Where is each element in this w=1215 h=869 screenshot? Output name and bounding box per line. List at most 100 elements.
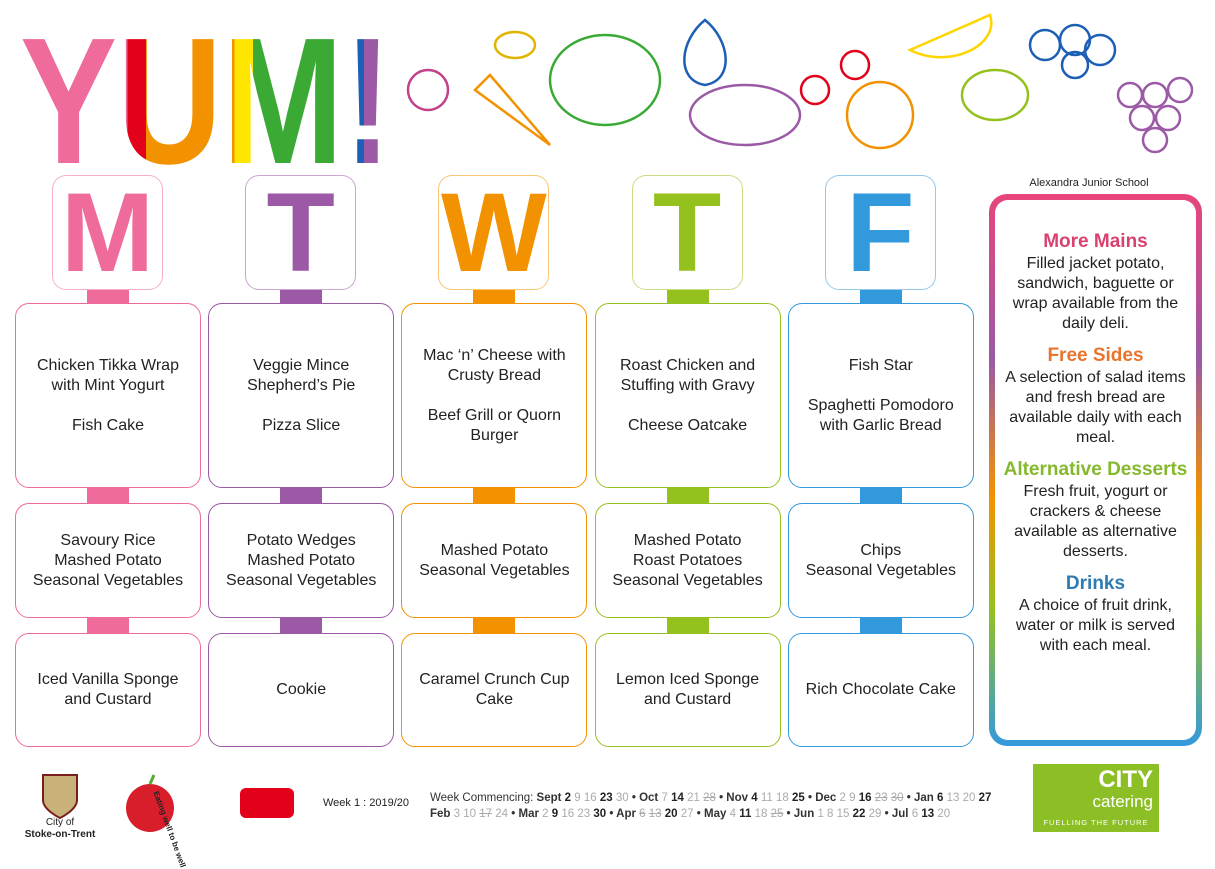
dish: Caramel Crunch Cup Cake <box>419 671 570 708</box>
commencing-label: Week Commencing: <box>430 792 534 804</box>
dish: Beef Grill or Quorn Burger <box>427 406 562 444</box>
month: Jan 6 13 20 27 <box>904 792 992 804</box>
date: 8 <box>827 808 834 820</box>
main-box: Mac ‘n’ Cheese with Crusty Bread Beef Gri… <box>401 303 588 488</box>
date: 6 <box>937 792 944 804</box>
dish: Roast Chicken and Stuffing with Gravy <box>620 356 756 394</box>
week-label: Week 1 : 2019/20 <box>323 797 410 809</box>
date: 9 <box>574 792 581 804</box>
date: 18 <box>754 808 768 820</box>
month-name: Apr <box>616 808 636 820</box>
info-text: Fresh fruit, yogurt or crackers & cheese… <box>1014 483 1177 560</box>
date: 13 <box>648 808 662 820</box>
dessert-box: Lemon Iced Sponge and Custard <box>594 633 781 747</box>
date: 25 <box>770 808 784 820</box>
council-crest <box>42 774 78 820</box>
connector <box>280 288 323 305</box>
council-line: Stoke-on-Trent <box>24 829 96 840</box>
dish: Seasonal Vegetables <box>226 571 377 589</box>
month: Nov 4 11 18 25 <box>716 792 805 804</box>
date: 22 <box>852 808 866 820</box>
dish: Seasonal Vegetables <box>419 561 570 579</box>
dish: Pizza Slice <box>262 416 341 434</box>
month: Jun 1 8 15 22 29 <box>783 808 881 820</box>
week-dates: Week Commencing: Sept 2 9 16 23 30Oct 7 … <box>430 790 991 822</box>
date: 3 <box>453 808 461 820</box>
day-letter: W <box>438 170 550 295</box>
day-letter: T <box>631 170 743 295</box>
dish: Spaghetti Pomodoro with Garlic Bread <box>807 396 954 434</box>
date: 6 <box>639 808 646 820</box>
month-name: Jul <box>891 808 909 820</box>
date: 20 <box>937 808 951 820</box>
date: 4 <box>729 808 736 820</box>
date: 2 <box>542 808 549 820</box>
main-box: Roast Chicken and Stuffing with Gravy Che… <box>594 303 781 488</box>
sides-box: Mashed Potato Seasonal Vegetables <box>401 503 588 618</box>
food-icons <box>406 13 1194 154</box>
month: Sept 2 9 16 23 30 <box>537 792 629 804</box>
main-box: Veggie Mince Shepherd’s Pie Pizza Slice <box>208 303 395 488</box>
date: 15 <box>836 808 850 820</box>
info-title: More Mains <box>1043 231 1148 252</box>
header-art: YUM! <box>20 1 1194 170</box>
dish: Mashed Potato <box>440 541 549 559</box>
info-panel-inner: More Mains Filled jacket potato, sandwich… <box>995 200 1196 740</box>
date: 30 <box>615 792 629 804</box>
date: 27 <box>680 808 694 820</box>
dish: Lemon Iced Sponge and Custard <box>615 671 760 708</box>
connector <box>280 486 323 505</box>
date: 23 <box>874 792 888 804</box>
dessert-box: Rich Chocolate Cake <box>787 633 974 747</box>
date: 20 <box>664 808 678 820</box>
dessert-box: Cookie <box>208 633 395 747</box>
dish: Roast Potatoes <box>632 551 743 569</box>
connector <box>666 616 709 635</box>
dish: Seasonal Vegetables <box>32 571 184 589</box>
date: 29 <box>868 808 882 820</box>
date: 11 <box>739 808 752 820</box>
city-catering-logo: CITY catering FUELLING THE FUTURE <box>1033 764 1159 832</box>
info-title: Drinks <box>1065 573 1126 594</box>
catering-tag: FUELLING THE FUTURE <box>1043 818 1149 827</box>
day-letter: M <box>52 170 163 295</box>
dates-row: Week Commencing: Sept 2 9 16 23 30Oct 7 … <box>430 790 991 806</box>
dish: Cheese Oatcake <box>628 416 748 434</box>
date: 21 <box>687 792 700 804</box>
month-name: May <box>704 808 727 820</box>
catering-name: CITY <box>1098 766 1153 793</box>
date: 2 <box>564 792 572 804</box>
date: 23 <box>599 792 613 804</box>
date: 18 <box>776 792 789 804</box>
date: 7 <box>661 792 668 804</box>
date: 16 <box>858 792 872 804</box>
info-text: A choice of fruit drink, water or milk i… <box>1015 597 1176 654</box>
date: 10 <box>463 808 477 820</box>
info-text: A selection of salad items and fresh bre… <box>1005 369 1186 446</box>
month: May 4 11 18 25 <box>694 808 784 820</box>
dish: Mac ‘n’ Cheese with Crusty Bread <box>423 346 566 384</box>
date: 30 <box>593 808 607 820</box>
month-name: Jun <box>793 808 815 820</box>
dish: Seasonal Vegetables <box>612 571 763 589</box>
month: Mar 2 9 16 23 30 <box>508 808 606 820</box>
council-text: City of Stoke-on-Trent <box>10 817 110 841</box>
date: 24 <box>495 808 509 820</box>
day-letter: T <box>245 170 357 295</box>
connector <box>280 616 323 635</box>
month-name: Sept <box>536 792 562 804</box>
month-name: Nov <box>726 792 749 804</box>
month-name: Dec <box>815 792 837 804</box>
date: 28 <box>703 792 716 804</box>
dish: Iced Vanilla Sponge and Custard <box>37 671 179 708</box>
main-box: Chicken Tikka Wrap with Mint Yogurt Fish … <box>15 303 201 488</box>
dish: Cookie <box>276 681 327 698</box>
connector <box>87 486 129 505</box>
date: 1 <box>817 808 824 820</box>
month: Dec 2 9 16 23 30 <box>805 792 904 804</box>
date: 2 <box>839 792 846 804</box>
date: 4 <box>751 792 758 804</box>
sides-box: Savoury Rice Mashed Potato Seasonal Vegeta… <box>15 503 201 618</box>
dish: Rich Chocolate Cake <box>805 681 956 698</box>
